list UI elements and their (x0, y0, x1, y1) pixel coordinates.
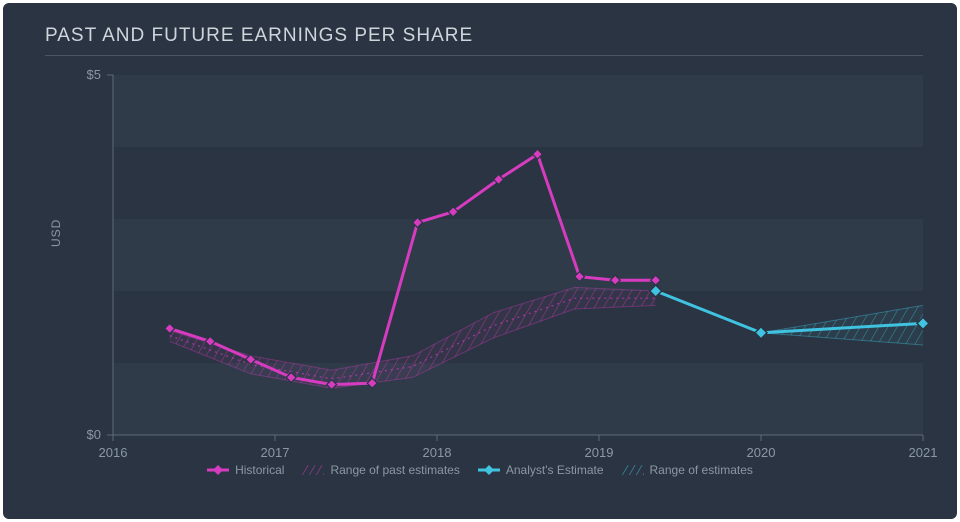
x-tick-label: 2016 (99, 445, 128, 460)
legend-item: Historical (207, 463, 284, 477)
x-tick-label: 2020 (747, 445, 776, 460)
y-tick-label: $5 (87, 67, 101, 82)
legend-label: Range of past estimates (330, 463, 459, 477)
x-tick-label: 2017 (261, 445, 290, 460)
analyst-marker (755, 327, 767, 339)
eps-line-chart: $0 $5 2016 2017 2018 2019 2020 2021 (3, 3, 957, 519)
x-tick-label: 2018 (423, 445, 452, 460)
y-tick-label: $0 (87, 427, 101, 442)
x-tick-label: 2019 (585, 445, 614, 460)
legend: Historical Range of past estimates Analyst… (3, 463, 957, 477)
x-tick-label: 2021 (909, 445, 938, 460)
legend-item: Range of past estimates (302, 463, 459, 477)
hatch-swatch-icon (302, 463, 324, 477)
legend-label: Historical (235, 463, 284, 477)
legend-item: Analyst's Estimate (478, 463, 604, 477)
chart-card: PAST AND FUTURE EARNINGS PER SHARE USD $… (3, 3, 957, 519)
hatch-swatch-icon (622, 463, 644, 477)
line-marker-icon (207, 463, 229, 477)
line-marker-icon (478, 463, 500, 477)
legend-item: Range of estimates (622, 463, 753, 477)
legend-label: Analyst's Estimate (506, 463, 604, 477)
legend-label: Range of estimates (650, 463, 753, 477)
